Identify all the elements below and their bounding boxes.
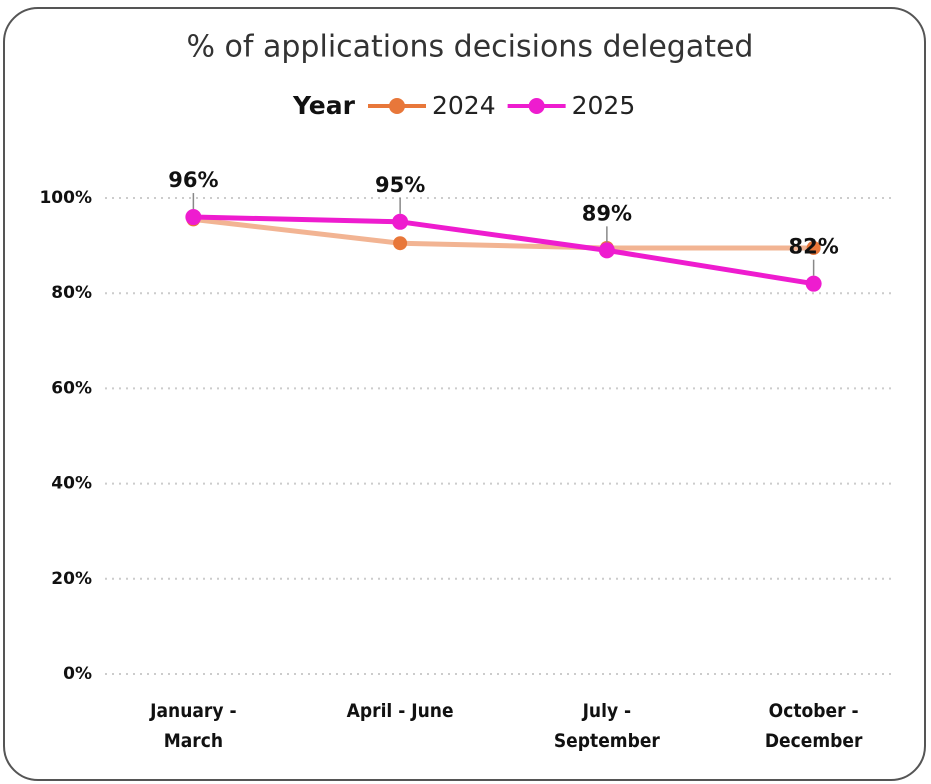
y-tick-label: 0%: [63, 664, 92, 684]
data-label: 89%: [582, 201, 632, 225]
point: [392, 213, 409, 230]
y-tick-label: 20%: [51, 569, 92, 589]
y-tick-label: 80%: [51, 283, 92, 303]
card: [3, 7, 926, 781]
y-tick-label: 40%: [51, 474, 92, 494]
legend-label: 2024: [432, 91, 496, 120]
data-label: 82%: [788, 235, 838, 259]
legend-marker: [389, 98, 405, 114]
chart-title: % of applications decisions delegated: [187, 30, 754, 65]
x-tick-label: October - December: [764, 700, 863, 752]
y-tick-label: 60%: [51, 378, 92, 398]
series-line: [193, 214, 815, 287]
x-tick-label: January - March: [150, 700, 237, 752]
x-tick-label: July - September: [553, 700, 660, 752]
legend-marker: [528, 98, 545, 114]
point: [598, 242, 615, 259]
legend-label: 2025: [572, 91, 636, 120]
point: [185, 209, 202, 226]
x-tick-label: April - June: [346, 700, 454, 722]
point: [393, 236, 408, 251]
y-tick-label: 100%: [39, 188, 92, 208]
point: [806, 240, 821, 255]
data-label: 95%: [375, 173, 425, 197]
point: [805, 275, 822, 292]
series-line: [193, 216, 814, 251]
legend-title: Year: [292, 91, 356, 120]
data-label: 96%: [168, 168, 218, 192]
